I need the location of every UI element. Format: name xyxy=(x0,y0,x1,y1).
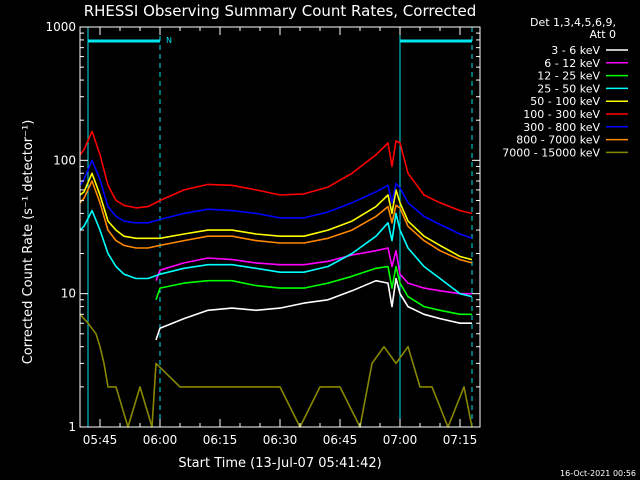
y-tick-label: 1 xyxy=(68,420,76,434)
series-line xyxy=(155,277,472,341)
chart-title: RHESSI Observing Summary Count Rates, Co… xyxy=(84,2,477,20)
plot-timestamp: 16-Oct-2021 00:56 xyxy=(560,469,636,478)
series-line xyxy=(79,172,473,261)
y-tick-label: 1000 xyxy=(45,20,76,34)
x-tick-label: 05:45 xyxy=(83,433,118,447)
legend-label: 12 - 25 keV xyxy=(537,70,600,83)
series-line xyxy=(79,313,473,428)
legend-label: 25 - 50 keV xyxy=(537,82,600,95)
legend-label: 7000 - 15000 keV xyxy=(502,146,600,159)
legend-label: 800 - 7000 keV xyxy=(516,134,600,147)
series-line xyxy=(155,265,472,316)
x-tick-label: 06:30 xyxy=(263,433,298,447)
series-line xyxy=(79,159,473,240)
series-line xyxy=(79,209,473,298)
series-line xyxy=(79,180,473,264)
x-tick-label: 06:15 xyxy=(203,433,238,447)
legend-header: Det 1,3,4,5,6,9, xyxy=(530,16,616,29)
x-tick-label: 07:15 xyxy=(443,433,478,447)
legend-header: Att 0 xyxy=(590,28,616,41)
y-axis-label: Corrected Count Rate (s⁻¹ detector⁻¹) xyxy=(21,120,36,365)
x-tick-label: 07:00 xyxy=(383,433,418,447)
x-tick-label: 06:45 xyxy=(323,433,358,447)
series-line xyxy=(79,130,473,215)
legend-label: 6 - 12 keV xyxy=(544,57,600,70)
y-tick-label: 10 xyxy=(61,287,76,301)
series-line xyxy=(155,247,472,295)
legend-label: 300 - 800 keV xyxy=(523,121,600,134)
legend-label: 3 - 6 keV xyxy=(551,44,600,57)
x-axis-label: Start Time (13-Jul-07 05:41:42) xyxy=(178,456,381,471)
legend-label: 100 - 300 keV xyxy=(523,108,600,121)
legend-label: 50 - 100 keV xyxy=(530,95,600,108)
night-bar-marker: N xyxy=(166,36,172,45)
y-tick-label: 100 xyxy=(53,153,76,167)
x-tick-label: 06:00 xyxy=(143,433,178,447)
